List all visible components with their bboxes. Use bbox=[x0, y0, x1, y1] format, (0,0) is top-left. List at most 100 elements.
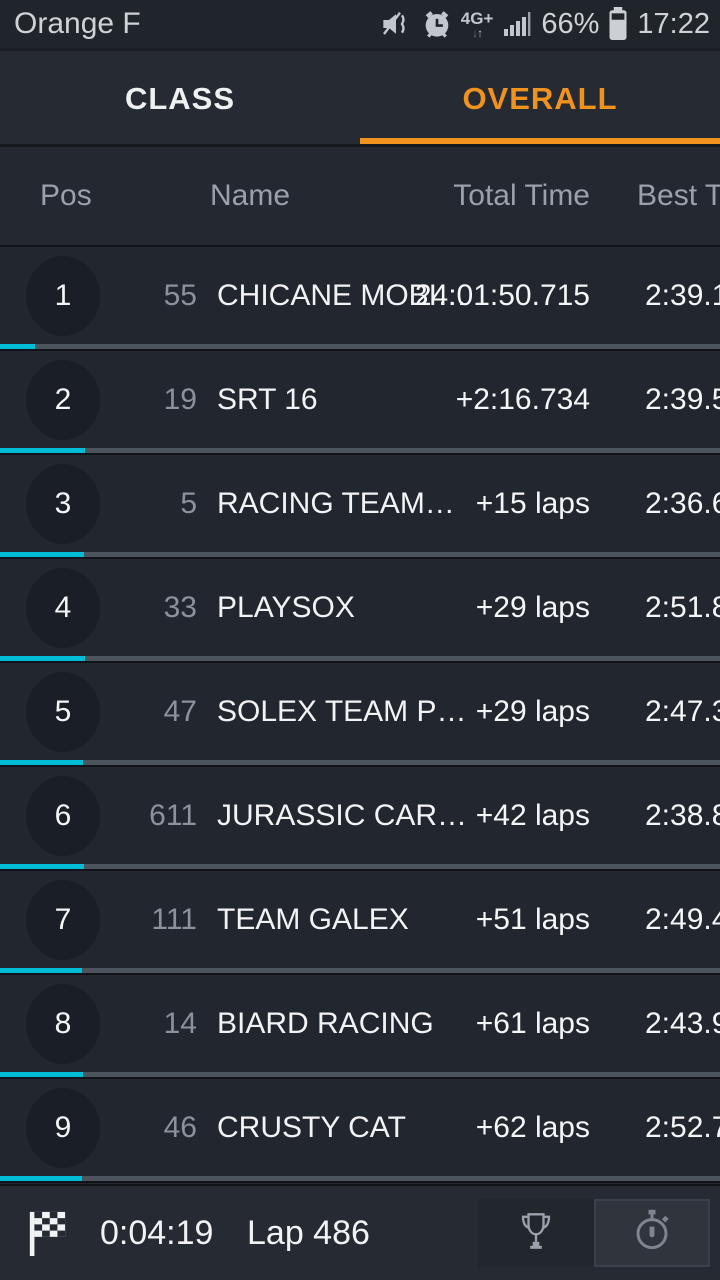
position-badge: 8 bbox=[26, 984, 100, 1064]
stopwatch-icon bbox=[631, 1208, 673, 1259]
team-name: PLAYSOX bbox=[217, 590, 355, 624]
best-time: 2:43.9 bbox=[645, 1006, 720, 1040]
carrier-label: Orange F bbox=[14, 7, 141, 40]
table-row[interactable]: 9 46 CRUSTY CAT +62 laps 2:52.7 bbox=[0, 1079, 720, 1183]
team-name: SOLEX TEAM P… bbox=[217, 694, 467, 728]
stopwatch-button[interactable] bbox=[594, 1199, 710, 1267]
car-number: 14 bbox=[163, 1006, 197, 1040]
tab-class[interactable]: CLASS bbox=[124, 81, 236, 116]
alarm-icon bbox=[421, 8, 453, 40]
status-bar: Orange F 4G+ ↓↑ bbox=[0, 0, 720, 51]
checkered-flag-icon bbox=[26, 1208, 72, 1263]
position-badge: 5 bbox=[26, 672, 100, 752]
header-name: Name bbox=[210, 179, 291, 212]
table-row[interactable]: 1 55 CHICANE MOBI… 24:01:50.715 2:39.1 bbox=[0, 247, 720, 351]
best-time: 2:52.7 bbox=[645, 1110, 720, 1144]
car-number: 33 bbox=[163, 590, 197, 624]
position-number: 5 bbox=[54, 695, 72, 728]
total-time: +42 laps bbox=[475, 798, 590, 832]
car-number: 19 bbox=[163, 382, 197, 416]
lap-progress-track bbox=[0, 864, 720, 869]
header-pos: Pos bbox=[40, 179, 92, 212]
car-number: 55 bbox=[163, 278, 197, 312]
lap-progress-track bbox=[0, 656, 720, 661]
table-row[interactable]: 4 33 PLAYSOX +29 laps 2:51.8 bbox=[0, 559, 720, 663]
header-best-time: Best Time bbox=[637, 179, 720, 212]
position-badge: 4 bbox=[26, 568, 100, 648]
total-time: 24:01:50.715 bbox=[414, 278, 590, 312]
signal-strength-icon bbox=[503, 9, 533, 39]
lap-counter: Lap 486 bbox=[247, 1213, 370, 1252]
lap-progress-fill bbox=[0, 1072, 83, 1077]
lap-progress-track bbox=[0, 1072, 720, 1077]
best-time: 2:39.5 bbox=[645, 382, 720, 416]
lap-progress-fill bbox=[0, 968, 82, 973]
lap-progress-fill bbox=[0, 656, 85, 661]
best-time: 2:51.8 bbox=[645, 590, 720, 624]
team-name: TEAM GALEX bbox=[217, 902, 409, 936]
position-number: 3 bbox=[54, 487, 72, 520]
position-number: 7 bbox=[54, 903, 72, 936]
lap-progress-track bbox=[0, 760, 720, 765]
team-name: CRUSTY CAT bbox=[217, 1110, 406, 1144]
position-number: 1 bbox=[54, 279, 72, 312]
table-row[interactable]: 3 5 RACING TEAM… +15 laps 2:36.6 bbox=[0, 455, 720, 559]
table-row[interactable]: 6 611 JURASSIC CAR… +42 laps 2:38.8 bbox=[0, 767, 720, 871]
tab-bar: CLASS OVERALL bbox=[0, 51, 720, 147]
table-row[interactable]: 5 47 SOLEX TEAM P… +29 laps 2:47.3 bbox=[0, 663, 720, 767]
total-time: +15 laps bbox=[475, 486, 590, 520]
bottom-bar: 0:04:19 Lap 486 bbox=[0, 1184, 720, 1280]
best-time: 2:47.3 bbox=[645, 694, 720, 728]
position-badge: 6 bbox=[26, 776, 100, 856]
trophy-icon bbox=[516, 1209, 556, 1258]
car-number: 5 bbox=[180, 486, 197, 520]
tab-overall[interactable]: OVERALL bbox=[462, 81, 618, 116]
lap-progress-track bbox=[0, 552, 720, 557]
battery-icon bbox=[607, 7, 629, 41]
best-time: 2:49.4 bbox=[645, 902, 720, 936]
team-name: RACING TEAM… bbox=[217, 486, 455, 520]
network-4g-plus-icon: 4G+ ↓↑ bbox=[460, 8, 494, 40]
lap-progress-track bbox=[0, 1176, 720, 1181]
elapsed-time: 0:04:19 bbox=[100, 1213, 214, 1252]
trophy-button[interactable] bbox=[478, 1199, 594, 1267]
position-badge: 7 bbox=[26, 880, 100, 960]
total-time: +51 laps bbox=[475, 902, 590, 936]
best-time: 2:36.6 bbox=[645, 486, 720, 520]
active-tab-indicator bbox=[360, 138, 720, 144]
lap-progress-fill bbox=[0, 760, 83, 765]
battery-percent-label: 66% bbox=[541, 7, 600, 40]
status-icons: 4G+ ↓↑ 66% 17:22 bbox=[379, 7, 720, 41]
position-number: 9 bbox=[54, 1111, 72, 1144]
total-time: +29 laps bbox=[475, 694, 590, 728]
car-number: 611 bbox=[149, 798, 197, 832]
total-time: +61 laps bbox=[475, 1006, 590, 1040]
lap-progress-fill bbox=[0, 864, 84, 869]
position-badge: 9 bbox=[26, 1088, 100, 1168]
position-badge: 2 bbox=[26, 360, 100, 440]
team-name: SRT 16 bbox=[217, 382, 318, 416]
total-time: +62 laps bbox=[475, 1110, 590, 1144]
lap-progress-track bbox=[0, 968, 720, 973]
table-row[interactable]: 8 14 BIARD RACING +61 laps 2:43.9 bbox=[0, 975, 720, 1079]
muted-vibrate-icon bbox=[379, 8, 413, 40]
header-total-time: Total Time bbox=[453, 179, 590, 212]
table-row[interactable]: 7 111 TEAM GALEX +51 laps 2:49.4 bbox=[0, 871, 720, 975]
position-badge: 1 bbox=[26, 256, 100, 336]
position-number: 8 bbox=[54, 1007, 72, 1040]
total-time: +29 laps bbox=[475, 590, 590, 624]
team-name: CHICANE MOBI… bbox=[217, 278, 468, 312]
position-number: 2 bbox=[54, 383, 72, 416]
lap-progress-fill bbox=[0, 344, 35, 349]
position-badge: 3 bbox=[26, 464, 100, 544]
lap-progress-track bbox=[0, 344, 720, 349]
table-row[interactable]: 2 19 SRT 16 +2:16.734 2:39.5 bbox=[0, 351, 720, 455]
lap-progress-fill bbox=[0, 552, 84, 557]
car-number: 46 bbox=[163, 1110, 197, 1144]
car-number: 47 bbox=[163, 694, 197, 728]
tab-divider bbox=[0, 144, 720, 147]
total-time: +2:16.734 bbox=[455, 382, 590, 416]
lap-progress-fill bbox=[0, 448, 85, 453]
table-header: Pos Name Total Time Best Time bbox=[0, 147, 720, 247]
